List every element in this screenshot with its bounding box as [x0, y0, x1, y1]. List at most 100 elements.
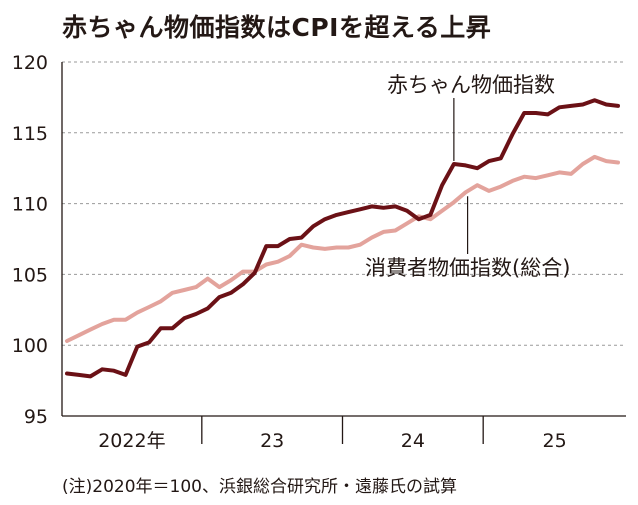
- data-point-s1-28: [394, 229, 397, 232]
- data-point-s1-34: [464, 191, 467, 194]
- data-point-s0-25: [358, 208, 362, 211]
- data-point-s0-32: [440, 183, 444, 187]
- data-point-s0-45: [593, 99, 596, 102]
- data-point-s0-29: [405, 209, 409, 212]
- data-point-s0-19: [288, 237, 291, 241]
- data-point-s1-41: [546, 174, 549, 177]
- data-point-s1-23: [335, 246, 338, 249]
- data-point-s1-9: [171, 291, 174, 295]
- axes: [61, 62, 626, 444]
- data-point-s0-7: [147, 341, 151, 344]
- data-point-s1-42: [558, 171, 561, 174]
- x-group-label-1: 23: [260, 430, 284, 452]
- data-point-s1-6: [136, 311, 139, 314]
- data-point-s1-21: [311, 246, 315, 249]
- data-point-s1-8: [159, 300, 162, 303]
- data-point-s1-29: [405, 222, 409, 225]
- data-point-s1-5: [124, 318, 127, 321]
- y-tick-label-95: 95: [24, 406, 48, 428]
- data-point-s1-25: [358, 243, 362, 246]
- data-point-s1-37: [499, 185, 502, 188]
- data-point-s0-42: [558, 106, 561, 109]
- series-layer: [65, 98, 620, 379]
- data-point-s1-35: [476, 183, 479, 187]
- data-point-s1-13: [218, 285, 221, 289]
- data-point-s1-15: [241, 270, 245, 273]
- data-point-s0-35: [476, 167, 479, 170]
- data-point-s1-4: [112, 318, 116, 321]
- data-point-s0-16: [253, 271, 256, 275]
- series-label-1: 消費者物価指数(総合): [365, 256, 570, 280]
- data-point-s0-23: [335, 213, 338, 217]
- data-point-s0-12: [206, 307, 209, 310]
- data-point-s0-20: [300, 236, 303, 239]
- data-point-s0-40: [534, 111, 538, 115]
- data-point-s0-10: [183, 317, 186, 320]
- data-point-s0-30: [417, 217, 420, 221]
- data-point-s1-20: [300, 243, 303, 246]
- data-point-s1-2: [89, 328, 92, 331]
- data-point-s0-0: [65, 372, 69, 375]
- data-point-s0-8: [159, 327, 162, 330]
- data-point-s1-10: [183, 288, 186, 292]
- data-point-s1-43: [569, 172, 573, 176]
- series-label-0: 赤ちゃん物価指数: [387, 73, 555, 97]
- data-point-s0-6: [136, 345, 139, 348]
- data-point-s0-41: [546, 113, 549, 116]
- data-point-s0-3: [100, 368, 104, 371]
- data-point-s1-19: [288, 254, 291, 258]
- labels: 95 100 105 110 115 120 2022年 23 24 25 赤ちゃん物価指数消費者物…: [12, 52, 571, 452]
- data-point-s0-47: [616, 104, 620, 108]
- data-point-s1-0: [65, 339, 69, 343]
- data-point-s0-1: [77, 373, 80, 377]
- data-point-s0-22: [323, 217, 327, 221]
- data-point-s0-37: [499, 157, 502, 160]
- data-point-s1-39: [523, 175, 526, 178]
- x-group-label-3: 25: [542, 430, 566, 452]
- data-point-s1-33: [452, 200, 456, 204]
- data-point-s0-43: [569, 104, 573, 108]
- data-point-s1-44: [581, 162, 585, 166]
- data-point-s0-33: [452, 162, 456, 166]
- data-point-s0-26: [370, 205, 374, 208]
- data-point-s0-4: [112, 369, 116, 372]
- data-point-s1-1: [77, 334, 80, 337]
- data-point-s1-12: [206, 277, 209, 280]
- data-point-s0-38: [511, 133, 514, 136]
- leader-lines: [453, 98, 469, 254]
- y-tick-label-115: 115: [12, 123, 48, 145]
- data-point-s1-47: [616, 161, 620, 164]
- data-point-s0-14: [229, 291, 233, 295]
- data-point-s0-36: [487, 159, 491, 163]
- data-point-s0-46: [605, 103, 608, 106]
- data-point-s1-17: [265, 263, 268, 266]
- chart-title: 赤ちゃん物価指数はCPIを超える上昇: [62, 13, 492, 42]
- data-point-s1-36: [487, 189, 491, 193]
- series-line-0: [65, 98, 620, 379]
- x-group-label-0: 2022年: [98, 430, 165, 452]
- data-point-s0-11: [194, 312, 198, 316]
- y-tick-label-120: 120: [12, 52, 48, 74]
- data-point-s1-38: [511, 179, 514, 183]
- data-point-s1-40: [534, 176, 538, 180]
- data-point-s1-45: [593, 155, 596, 159]
- data-point-s0-24: [347, 210, 350, 214]
- data-point-s1-27: [382, 230, 385, 234]
- series-line-1: [65, 154, 620, 343]
- data-point-s1-26: [370, 236, 374, 239]
- data-point-s0-18: [276, 244, 280, 248]
- data-point-s1-32: [440, 209, 444, 212]
- data-point-s0-5: [124, 373, 127, 377]
- data-point-s0-39: [523, 111, 526, 115]
- data-point-s1-46: [605, 159, 608, 163]
- data-point-s0-44: [581, 103, 585, 106]
- x-group-label-2: 24: [401, 430, 425, 452]
- data-point-s1-22: [323, 247, 327, 251]
- y-tick-label-100: 100: [12, 335, 48, 357]
- grid: [62, 61, 626, 346]
- data-point-s0-17: [265, 244, 268, 248]
- data-point-s1-24: [347, 246, 350, 249]
- data-point-s0-13: [218, 295, 221, 299]
- data-point-s1-18: [276, 260, 280, 263]
